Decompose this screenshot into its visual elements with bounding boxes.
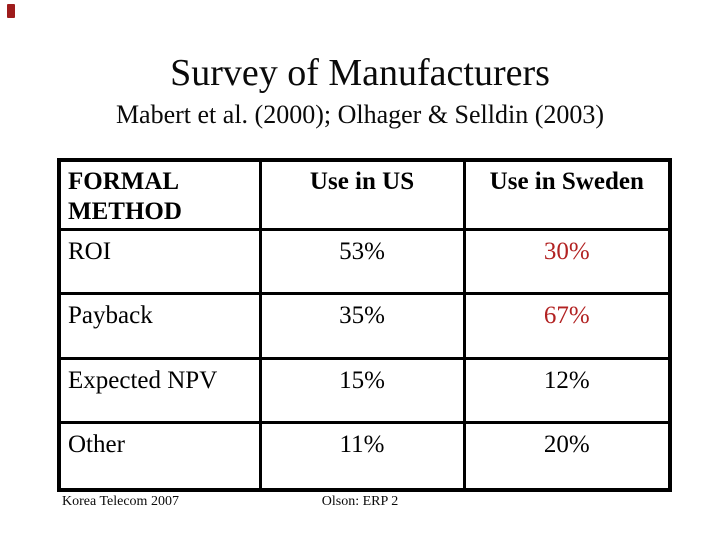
footer-left-text: Korea Telecom 2007 xyxy=(62,494,179,509)
us-value-cell: 15% xyxy=(258,356,466,424)
sweden-value-cell: 12% xyxy=(462,356,672,424)
footer-center-text: Olson: ERP 2 xyxy=(321,494,399,509)
header-use-in-us: Use in US xyxy=(258,158,466,231)
method-cell: Expected NPV xyxy=(57,356,262,424)
slide-subtitle: Mabert et al. (2000); Olhager & Selldin … xyxy=(115,100,605,129)
sweden-value-cell: 67% xyxy=(462,291,672,360)
table-row: Other 11% 20% xyxy=(57,420,672,492)
table-row: Payback 35% 67% xyxy=(57,291,672,360)
us-value-cell: 53% xyxy=(258,227,466,295)
table-row: ROI 53% 30% xyxy=(57,227,672,295)
us-value-cell: 11% xyxy=(258,420,466,492)
table-row: Expected NPV 15% 12% xyxy=(57,356,672,424)
corner-red-mark xyxy=(7,4,15,18)
slide-title: Survey of Manufacturers xyxy=(170,52,550,94)
survey-table: FORMAL METHOD Use in US Use in Sweden RO… xyxy=(57,158,672,492)
sweden-value-cell: 30% xyxy=(462,227,672,295)
sweden-value-cell: 20% xyxy=(462,420,672,492)
header-formal-method: FORMAL METHOD xyxy=(57,158,262,231)
method-cell: Other xyxy=(57,420,262,492)
method-cell: ROI xyxy=(57,227,262,295)
table-header: FORMAL METHOD Use in US Use in Sweden xyxy=(57,158,672,231)
header-use-in-sweden: Use in Sweden xyxy=(462,158,672,231)
us-value-cell: 35% xyxy=(258,291,466,360)
header-row: FORMAL METHOD Use in US Use in Sweden xyxy=(57,158,672,231)
table-body: ROI 53% 30% Payback 35% 67% Expected NPV… xyxy=(57,227,672,492)
method-cell: Payback xyxy=(57,291,262,360)
